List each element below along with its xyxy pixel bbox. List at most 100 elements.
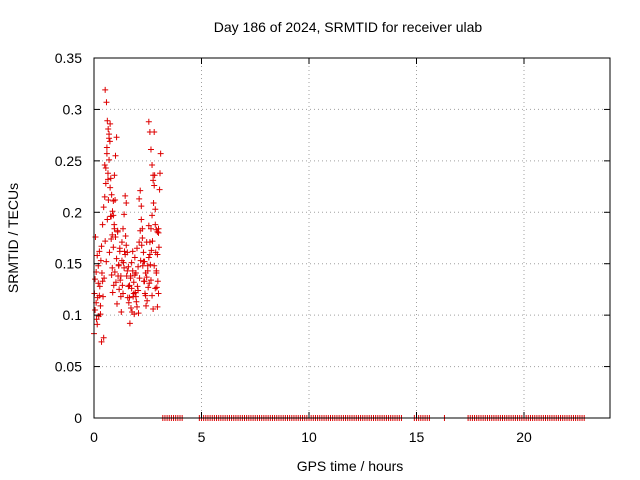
- data-point: [100, 293, 107, 300]
- data-point: [102, 238, 109, 245]
- data-point: [155, 229, 162, 236]
- data-point: [122, 232, 129, 239]
- data-point: [104, 176, 111, 183]
- data-point: [120, 225, 127, 232]
- data-point: [117, 277, 124, 284]
- data-point: [92, 276, 99, 283]
- data-point: [145, 284, 152, 291]
- data-point: [126, 282, 133, 289]
- plot-frame: [93, 57, 611, 419]
- data-point: [136, 239, 143, 246]
- data-point: [104, 117, 111, 124]
- data-point: [129, 248, 136, 255]
- data-point: [134, 245, 140, 252]
- data-point: [116, 286, 123, 293]
- data-point: [135, 263, 142, 270]
- data-point: [108, 272, 115, 279]
- data-point: [147, 146, 154, 153]
- data-point: [131, 311, 138, 318]
- data-point: [117, 293, 124, 300]
- data-point: [131, 254, 138, 261]
- data-point: [146, 280, 153, 287]
- data-point: [106, 138, 113, 145]
- data-point: [103, 150, 110, 157]
- data-point: [114, 300, 121, 307]
- data-point: [115, 261, 122, 268]
- data-point: [154, 251, 161, 258]
- data-point: [135, 310, 142, 317]
- data-point: [122, 251, 129, 258]
- data-point: [147, 277, 154, 284]
- data-point: [128, 285, 135, 292]
- data-point: [127, 304, 134, 311]
- data-point: [107, 184, 114, 191]
- data-point: [138, 216, 145, 223]
- data-point: [149, 292, 156, 299]
- data-point: [96, 292, 103, 299]
- data-point: [106, 131, 113, 138]
- data-point: [104, 216, 111, 223]
- data-point: [139, 235, 146, 241]
- data-point: [156, 186, 163, 193]
- data-point: [136, 275, 143, 282]
- data-point: [145, 222, 152, 229]
- data-point: [151, 182, 158, 189]
- y-axis-label: SRMTID / TECUs: [5, 183, 21, 293]
- x-tick-label: 0: [90, 429, 98, 445]
- data-point: [93, 316, 100, 323]
- data-point: [127, 275, 134, 282]
- data-point: [121, 264, 128, 271]
- data-point: [144, 267, 151, 274]
- data-point: [112, 152, 119, 159]
- x-tick-label: 15: [409, 429, 425, 445]
- data-point: [99, 278, 106, 285]
- data-point: [125, 299, 132, 306]
- data-point: [125, 263, 132, 270]
- data-point: [151, 262, 158, 269]
- data-point: [102, 180, 109, 187]
- data-point: [122, 192, 129, 199]
- data-point: [155, 290, 162, 297]
- data-point: [152, 221, 159, 228]
- data-point: [94, 321, 101, 328]
- data-point: [119, 282, 126, 289]
- data-point: [146, 251, 153, 258]
- data-point: [149, 161, 156, 168]
- data-point: [105, 196, 112, 203]
- data-point: [150, 305, 157, 312]
- data-points: [91, 86, 588, 421]
- data-point: [150, 177, 157, 184]
- x-tick-label: 5: [198, 429, 206, 445]
- data-point: [134, 283, 141, 290]
- data-point: [100, 204, 107, 211]
- data-point: [157, 170, 164, 177]
- data-point: [113, 134, 120, 141]
- data-point: [157, 150, 164, 157]
- data-point: [109, 231, 116, 238]
- data-point: [107, 120, 114, 127]
- data-point: [98, 243, 105, 250]
- data-point: [152, 285, 159, 292]
- y-tick-label: 0.2: [63, 204, 83, 220]
- data-point: [124, 267, 131, 274]
- data-point: [126, 294, 133, 301]
- data-point: [108, 191, 115, 198]
- data-point: [143, 302, 150, 309]
- data-point: [138, 242, 145, 249]
- data-point: [118, 239, 125, 246]
- data-point: [147, 225, 154, 232]
- data-point: [142, 292, 149, 299]
- data-point: [97, 302, 104, 309]
- y-tick-label: 0.35: [55, 50, 82, 66]
- data-point: [98, 338, 105, 345]
- data-point: [138, 203, 145, 210]
- data-point: [101, 193, 108, 200]
- data-point: [149, 212, 156, 219]
- y-tick-label: 0.1: [63, 307, 83, 323]
- data-point: [136, 195, 143, 202]
- data-point: [143, 274, 150, 281]
- data-point: [146, 129, 153, 136]
- data-point: [111, 268, 118, 275]
- data-point: [148, 247, 155, 254]
